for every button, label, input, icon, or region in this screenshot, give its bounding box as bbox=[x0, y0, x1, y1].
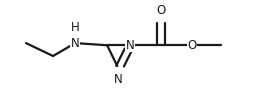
Text: N: N bbox=[114, 73, 123, 86]
Text: O: O bbox=[157, 4, 166, 17]
Text: O: O bbox=[187, 39, 197, 52]
Text: N: N bbox=[126, 39, 135, 52]
Text: H: H bbox=[71, 22, 80, 34]
Text: N: N bbox=[71, 37, 80, 50]
